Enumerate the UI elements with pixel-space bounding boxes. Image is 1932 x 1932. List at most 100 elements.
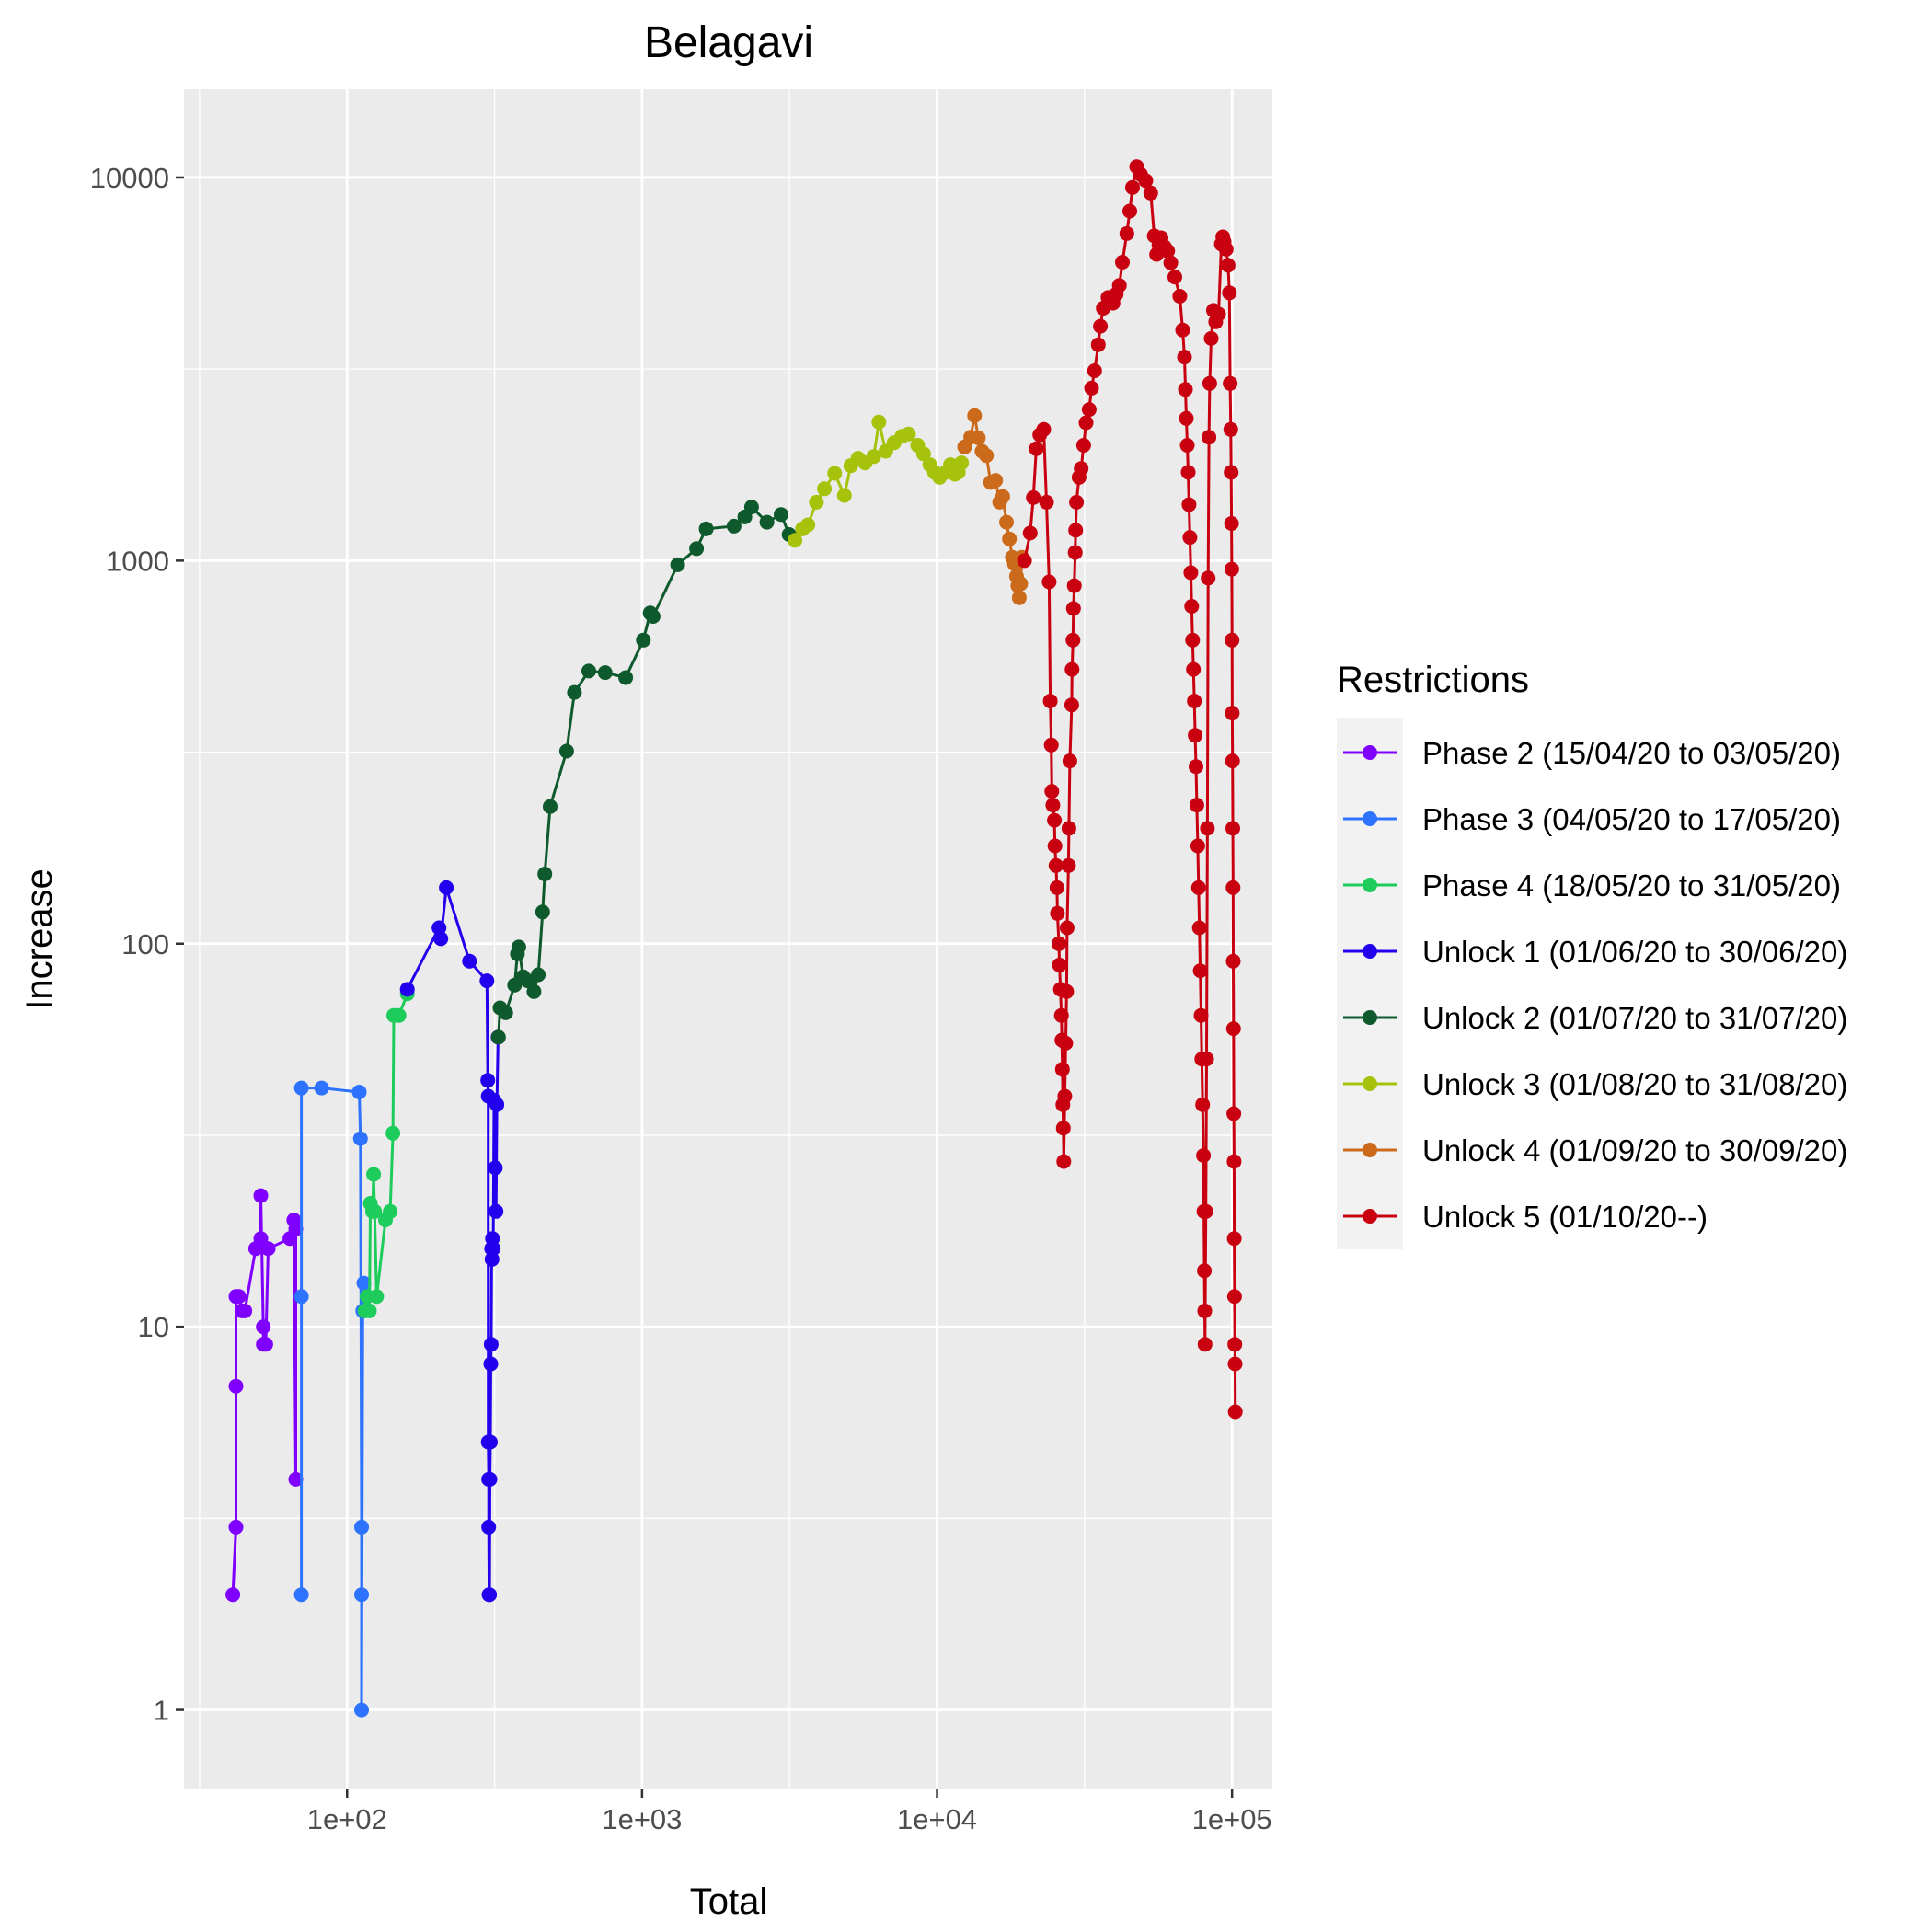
data-point (788, 533, 803, 548)
data-point (1211, 306, 1226, 322)
data-point (1189, 798, 1204, 813)
data-point (1064, 661, 1080, 677)
x-tick-label: 1e+04 (897, 1803, 977, 1835)
data-point (366, 1167, 382, 1182)
data-point (1197, 1337, 1213, 1352)
data-point (1190, 880, 1206, 895)
data-point (439, 880, 454, 895)
data-point (356, 1275, 372, 1291)
data-point (462, 953, 477, 969)
legend-key-point (1363, 1209, 1377, 1224)
data-point (1084, 380, 1099, 396)
data-point (1225, 706, 1240, 721)
data-point (1225, 632, 1240, 648)
data-point (995, 489, 1010, 504)
data-point (809, 494, 824, 510)
x-tick-label: 1e+03 (602, 1803, 682, 1835)
y-tick-label: 10 (138, 1311, 169, 1343)
data-point (1061, 857, 1076, 873)
data-point (971, 431, 986, 445)
legend-label: Unlock 5 (01/10/20--) (1422, 1200, 1708, 1234)
data-point (1017, 553, 1032, 569)
data-point (293, 1080, 309, 1096)
legend-key-point (1363, 1143, 1377, 1157)
data-point (1187, 694, 1202, 708)
data-point (543, 799, 558, 814)
series-8 (1017, 159, 1243, 1420)
data-point (1198, 1203, 1213, 1219)
legend: Restrictions Phase 2 (15/04/20 to 03/05/… (1337, 660, 1847, 1249)
data-point (1203, 330, 1219, 346)
series-1 (225, 1188, 304, 1603)
data-point (1223, 375, 1238, 391)
data-point (1125, 179, 1140, 195)
chart-title: Belagavi (644, 18, 813, 67)
data-point (1178, 382, 1193, 397)
data-point (871, 414, 887, 430)
data-point (293, 1289, 309, 1305)
data-point (1002, 531, 1018, 546)
data-point (670, 557, 685, 572)
data-point (479, 973, 495, 989)
data-point (537, 867, 553, 881)
data-point (483, 1434, 498, 1450)
data-point (698, 521, 714, 536)
data-point (498, 1005, 513, 1020)
x-axis-title: Total (690, 1881, 768, 1922)
data-point (800, 517, 816, 533)
data-point (1061, 821, 1076, 836)
data-point (1227, 1356, 1243, 1372)
data-point (1200, 821, 1215, 836)
data-point (1225, 821, 1240, 836)
data-point (1041, 574, 1057, 590)
data-point (979, 448, 995, 464)
data-point (1179, 410, 1194, 426)
data-point (1180, 465, 1196, 480)
data-point (1093, 318, 1109, 334)
data-point (1013, 576, 1029, 592)
x-axis: 1e+02 1e+03 1e+04 1e+05 (307, 1789, 1272, 1835)
data-point (484, 1251, 500, 1267)
data-point (1218, 241, 1234, 257)
data-point (511, 939, 526, 955)
series-6 (788, 414, 970, 548)
data-point (352, 1131, 368, 1146)
data-point (1115, 255, 1130, 270)
data-point (1050, 905, 1065, 921)
legend-key-point (1363, 1076, 1377, 1091)
data-point (1222, 285, 1237, 301)
data-point (1202, 375, 1217, 391)
data-point (1191, 920, 1207, 936)
data-point (1058, 1035, 1074, 1051)
data-point (1163, 255, 1179, 270)
data-point (1090, 337, 1106, 352)
data-point (482, 1471, 498, 1487)
data-point (391, 1007, 407, 1023)
data-point (1183, 565, 1199, 581)
data-point (1066, 578, 1082, 593)
data-point (354, 1702, 369, 1718)
data-point (1199, 1052, 1214, 1067)
data-point (482, 1587, 498, 1603)
data-point (1059, 983, 1075, 999)
data-point (954, 455, 970, 471)
data-point (351, 1085, 367, 1099)
data-point (1177, 350, 1192, 365)
data-point (645, 609, 661, 624)
data-point (293, 1587, 309, 1603)
data-point (1036, 421, 1052, 437)
data-point (1225, 880, 1241, 895)
data-point (1220, 258, 1236, 273)
data-point (1069, 494, 1085, 510)
data-point (1075, 438, 1091, 453)
legend-title: Restrictions (1337, 660, 1529, 700)
data-point (1182, 530, 1198, 546)
data-point (1119, 225, 1134, 241)
data-point (481, 1519, 497, 1535)
data-point (1201, 570, 1216, 586)
data-point (1048, 857, 1064, 873)
series-layer (225, 159, 1243, 1718)
data-point (1195, 1097, 1211, 1112)
data-point (1057, 1088, 1073, 1104)
data-point (1065, 632, 1081, 648)
